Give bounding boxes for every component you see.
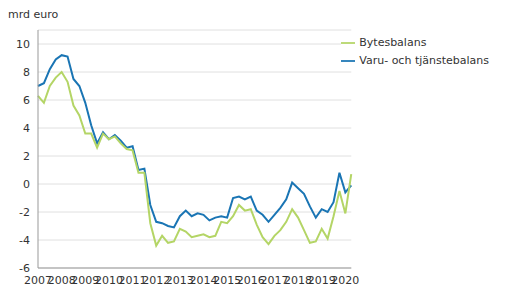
svg-text:0: 0 (23, 178, 30, 191)
svg-text:-2: -2 (19, 206, 30, 219)
svg-text:10: 10 (16, 38, 30, 51)
svg-text:2012: 2012 (142, 273, 171, 287)
html-text:Bytesbalans: Bytesbalans (359, 36, 427, 49)
svg-text:2010: 2010 (94, 273, 123, 287)
svg-text:2014: 2014 (189, 273, 218, 287)
svg-text:2011: 2011 (118, 273, 147, 287)
svg-text:2007: 2007 (24, 273, 52, 287)
svg-text:2019: 2019 (307, 273, 336, 287)
svg-text:2008: 2008 (47, 273, 76, 287)
svg-text:-4: -4 (19, 234, 30, 247)
svg-text:2016: 2016 (236, 273, 265, 287)
svg-text:2020: 2020 (331, 274, 359, 287)
svg-text:2018: 2018 (284, 273, 313, 287)
svg-text:2017: 2017 (260, 273, 289, 287)
svg-text:2: 2 (23, 150, 30, 163)
svg-text:2013: 2013 (165, 273, 194, 287)
svg-text:8: 8 (23, 66, 30, 79)
svg-text:4: 4 (23, 122, 30, 135)
svg-text:2009: 2009 (71, 273, 100, 287)
svg-text:-6: -6 (19, 262, 30, 275)
html-text:Varu- och tjänstebalans: Varu- och tjänstebalans (359, 54, 489, 67)
svg-text:2015: 2015 (213, 273, 242, 287)
svg-text:6: 6 (23, 94, 30, 107)
html-text:mrd euro: mrd euro (8, 8, 59, 21)
